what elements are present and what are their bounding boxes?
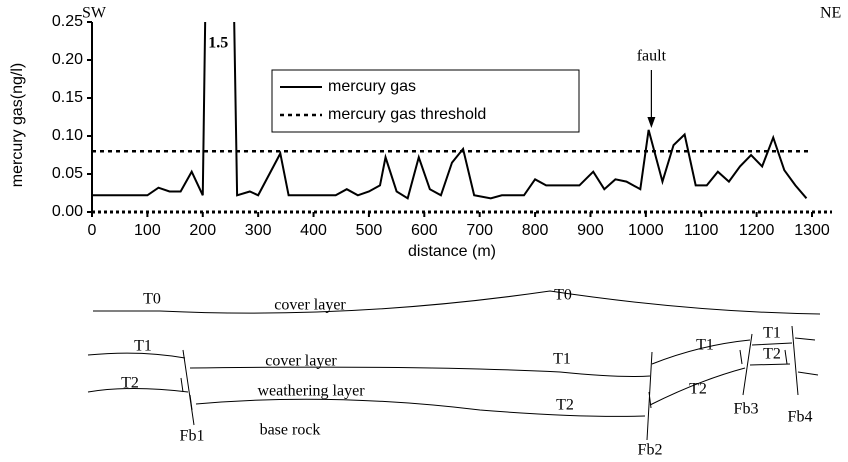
section-label: Fb2 [638, 442, 663, 459]
x-tick-label: 1300 [794, 222, 830, 239]
section-label: cover layer [265, 353, 337, 370]
legend-box [271, 69, 580, 133]
x-tick-label: 700 [466, 222, 493, 239]
section-label: T0 [143, 291, 161, 308]
t2-boundary [87, 363, 819, 417]
y-tick-label: 0.05 [52, 165, 83, 182]
y-tick-label: 0.20 [52, 51, 83, 68]
y-axis-label: mercury gas(ng/l) [9, 63, 26, 187]
section-label: T2 [763, 346, 781, 363]
corner-label: NE [820, 5, 841, 22]
section-label: T1 [763, 325, 781, 342]
t0-boundary [93, 290, 821, 315]
section-label: T2 [121, 375, 139, 392]
y-tick-label: 0.15 [52, 89, 83, 106]
section-label: Fb4 [788, 409, 813, 426]
fault-arrow [180, 349, 788, 411]
section-label: T1 [696, 337, 714, 354]
x-tick-label: 800 [522, 222, 549, 239]
x-tick-label: 400 [300, 222, 327, 239]
cross-section: T0 cover layer T0 T1 cover layer T1 T1 T1 T2 T2 we… [87, 287, 821, 459]
plot-area [92, 22, 812, 200]
x-tick-label: 1200 [739, 222, 775, 239]
section-label: T2 [556, 397, 574, 414]
section-label: T1 [134, 338, 152, 355]
section-label: T1 [553, 351, 571, 368]
annotation-arrowhead [647, 117, 656, 128]
section-label: T0 [554, 287, 572, 304]
chart: 0.00 0.05 0.10 0.15 0.20 0.25 0 100 200 300 400 500… [9, 5, 841, 261]
x-tick-label: 100 [134, 222, 161, 239]
y-tick-label: 0.10 [52, 127, 83, 144]
x-tick-label: 200 [189, 222, 216, 239]
section-label: base rock [260, 422, 321, 439]
value-label: 1.5 [208, 35, 228, 52]
x-tick-label: 0 [88, 222, 97, 239]
section-label: Fb1 [180, 428, 205, 445]
corner-label: SW [82, 5, 107, 22]
x-axis-label: distance (m) [408, 243, 496, 260]
legend-label: mercury gas [328, 78, 416, 95]
x-tick-label: 1000 [628, 222, 664, 239]
x-tick-label: 300 [245, 222, 272, 239]
section-label: cover layer [274, 297, 346, 314]
y-tick-label: 0.00 [52, 203, 83, 220]
section-label: Fb3 [734, 401, 759, 418]
x-tick-label: 600 [411, 222, 438, 239]
t1-boundary [87, 337, 816, 377]
y-tick-label: 0.25 [52, 13, 83, 30]
x-tick-label: 1100 [684, 222, 719, 239]
annotation: fault [637, 48, 667, 65]
x-tick-label: 500 [356, 222, 383, 239]
x-tick-label: 900 [577, 222, 604, 239]
section-label: T2 [689, 381, 707, 398]
series-line [92, 22, 808, 200]
section-label: weathering layer [257, 383, 365, 400]
legend-label: mercury gas threshold [328, 106, 486, 123]
